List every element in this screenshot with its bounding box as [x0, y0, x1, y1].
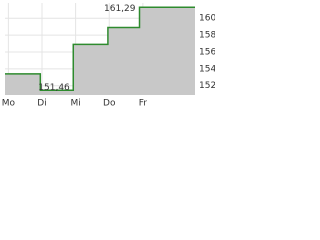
x-tick-label: Fr [139, 99, 148, 109]
x-tick-label: Mo [2, 99, 16, 109]
y-tick-label: 160 [199, 14, 215, 24]
x-tick-label: Di [37, 99, 46, 109]
y-tick-label: 152 [199, 81, 215, 91]
y-tick-label: 158 [199, 31, 215, 41]
x-tick-label: Do [103, 99, 116, 109]
y-tick-label: 154 [199, 64, 215, 74]
area [5, 7, 195, 95]
y-tick-label: 156 [199, 47, 215, 57]
annotation: 151,46 [38, 83, 70, 93]
x-tick-label: Mi [70, 99, 80, 109]
chart: 152 154 156 158 160 Mo Di Mi Do Fr 161,29 151,46 [2, 3, 216, 109]
annotation: 161,29 [104, 4, 136, 14]
line [5, 6, 195, 92]
